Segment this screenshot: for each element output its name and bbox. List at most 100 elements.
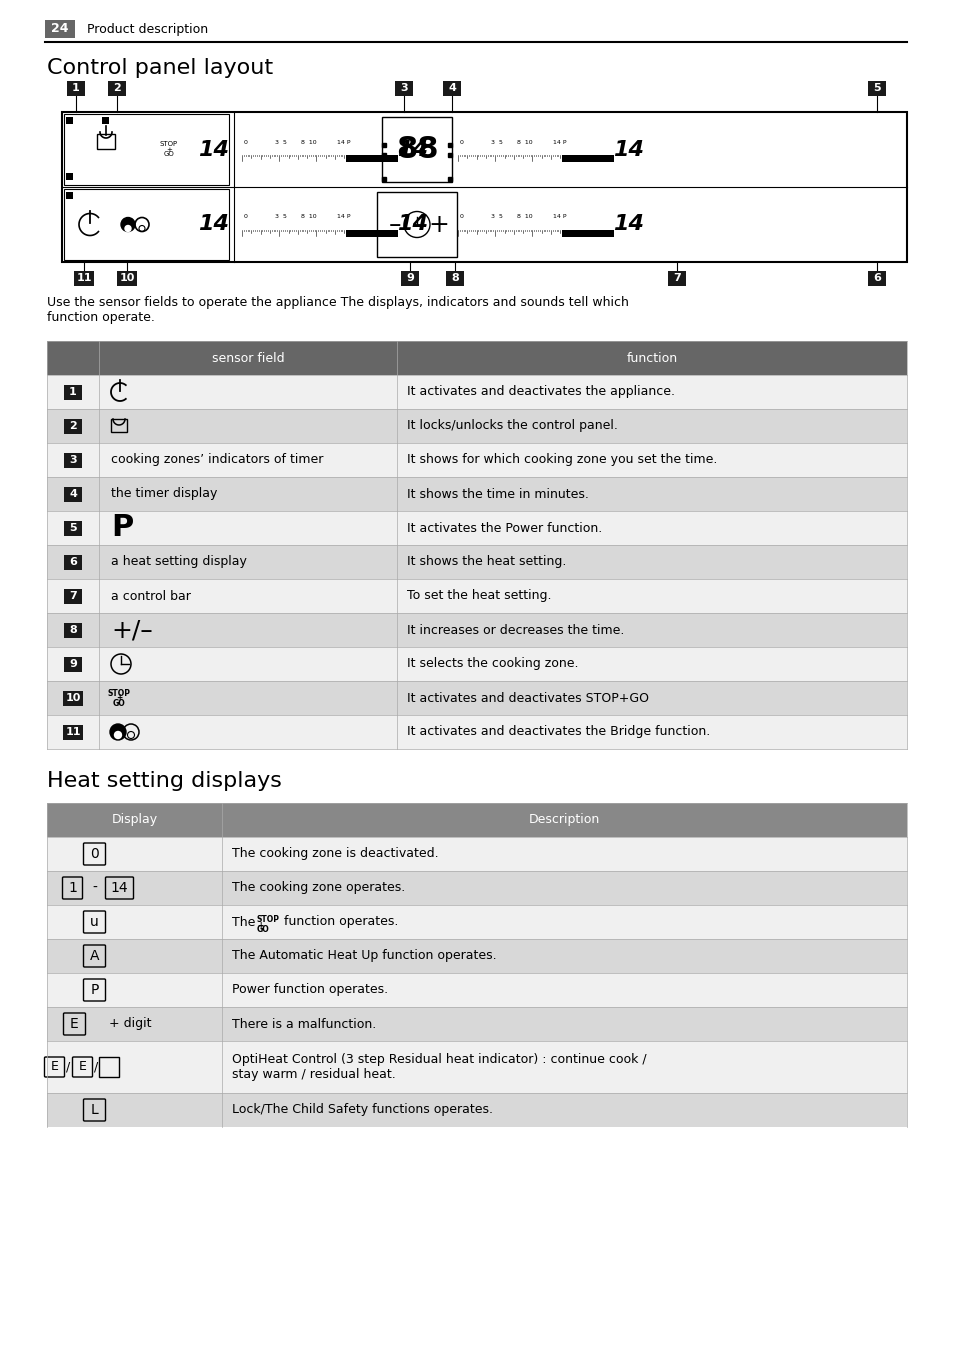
- Text: It activates and deactivates the Bridge function.: It activates and deactivates the Bridge …: [407, 726, 709, 738]
- Text: STOP: STOP: [108, 688, 131, 698]
- Text: 0: 0: [90, 846, 99, 861]
- Text: 14: 14: [198, 139, 230, 160]
- Text: E: E: [51, 1060, 58, 1073]
- Text: It activates and deactivates the appliance.: It activates and deactivates the applian…: [407, 385, 675, 399]
- Bar: [561, 154, 614, 161]
- Bar: [47, 375, 906, 410]
- Text: function: function: [626, 352, 677, 365]
- Bar: [400, 270, 418, 285]
- Text: To set the heat setting.: To set the heat setting.: [407, 589, 551, 603]
- Text: 14 P: 14 P: [337, 215, 351, 219]
- Text: STOP: STOP: [256, 914, 280, 923]
- Text: P: P: [91, 983, 98, 996]
- Text: GO: GO: [112, 699, 125, 707]
- Text: 0: 0: [459, 139, 463, 145]
- Bar: [47, 511, 906, 545]
- Bar: [442, 81, 460, 96]
- Text: 7: 7: [673, 273, 680, 283]
- Text: /: /: [67, 1060, 71, 1073]
- Text: It selects the cooking zone.: It selects the cooking zone.: [407, 657, 578, 671]
- Text: Use the sensor fields to operate the appliance The displays, indicators and soun: Use the sensor fields to operate the app…: [47, 296, 628, 324]
- Bar: [74, 270, 94, 285]
- Bar: [63, 725, 83, 740]
- Text: Product description: Product description: [87, 23, 208, 35]
- Bar: [47, 1092, 906, 1128]
- Text: The: The: [232, 915, 259, 929]
- Bar: [867, 270, 885, 285]
- Text: 5: 5: [872, 82, 880, 93]
- Bar: [117, 270, 137, 285]
- Bar: [47, 648, 906, 681]
- Text: Control panel layout: Control panel layout: [47, 58, 273, 78]
- Text: a heat setting display: a heat setting display: [111, 556, 247, 568]
- Bar: [446, 270, 463, 285]
- Bar: [346, 230, 397, 237]
- Text: 1: 1: [69, 387, 77, 397]
- Text: 10: 10: [119, 273, 134, 283]
- Text: 3  5: 3 5: [274, 215, 287, 219]
- Text: 5: 5: [70, 523, 77, 533]
- Bar: [97, 134, 115, 149]
- Text: E: E: [71, 1017, 79, 1032]
- Text: 1: 1: [72, 82, 80, 93]
- Text: It shows the heat setting.: It shows the heat setting.: [407, 556, 566, 568]
- Text: E: E: [78, 1060, 87, 1073]
- Bar: [47, 1041, 906, 1092]
- Circle shape: [121, 218, 135, 231]
- Text: 3: 3: [70, 456, 77, 465]
- Bar: [47, 973, 906, 1007]
- Text: It activates and deactivates STOP+GO: It activates and deactivates STOP+GO: [407, 691, 648, 704]
- Text: The cooking zone operates.: The cooking zone operates.: [232, 882, 405, 895]
- Text: 4: 4: [448, 82, 456, 93]
- Bar: [102, 118, 109, 124]
- Text: 24: 24: [51, 23, 69, 35]
- Bar: [64, 114, 229, 185]
- Text: 6: 6: [69, 557, 77, 566]
- Bar: [64, 554, 82, 569]
- Text: Display: Display: [112, 814, 157, 826]
- Text: It increases or decreases the time.: It increases or decreases the time.: [407, 623, 623, 637]
- Bar: [47, 871, 906, 904]
- Bar: [667, 270, 685, 285]
- Bar: [47, 579, 906, 612]
- Bar: [66, 173, 73, 180]
- Text: 8  10: 8 10: [301, 215, 316, 219]
- Bar: [64, 453, 82, 468]
- Text: 14 P: 14 P: [337, 139, 351, 145]
- Bar: [867, 81, 885, 96]
- Bar: [346, 154, 397, 161]
- Bar: [64, 487, 82, 502]
- Text: 11: 11: [65, 727, 81, 737]
- Bar: [47, 341, 906, 375]
- Text: P: P: [111, 514, 133, 542]
- Text: 7: 7: [69, 591, 77, 602]
- Text: 0: 0: [459, 215, 463, 219]
- Text: +: +: [256, 921, 263, 930]
- Text: The Automatic Heat Up function operates.: The Automatic Heat Up function operates.: [232, 949, 497, 963]
- Text: the timer display: the timer display: [111, 488, 217, 500]
- Bar: [47, 477, 906, 511]
- Text: L: L: [91, 1103, 98, 1117]
- Text: 2: 2: [69, 420, 77, 431]
- Bar: [64, 588, 82, 603]
- Text: a control bar: a control bar: [111, 589, 191, 603]
- Text: It shows for which cooking zone you set the time.: It shows for which cooking zone you set …: [407, 453, 717, 466]
- Text: 6: 6: [872, 273, 880, 283]
- Text: 14 P: 14 P: [553, 215, 566, 219]
- Text: A: A: [90, 949, 99, 963]
- Text: 9: 9: [69, 658, 77, 669]
- Text: 14: 14: [613, 139, 644, 160]
- Text: Description: Description: [528, 814, 599, 826]
- Bar: [64, 189, 229, 260]
- Text: -: -: [92, 882, 97, 895]
- Bar: [67, 81, 85, 96]
- Text: 3  5: 3 5: [274, 139, 287, 145]
- Text: Heat setting displays: Heat setting displays: [47, 771, 281, 791]
- Text: 8: 8: [451, 273, 458, 283]
- Text: 8  10: 8 10: [301, 139, 316, 145]
- Bar: [381, 118, 452, 183]
- Text: 14: 14: [613, 215, 644, 234]
- Text: 1: 1: [68, 882, 77, 895]
- Text: 14: 14: [111, 882, 128, 895]
- Text: +: +: [115, 694, 122, 703]
